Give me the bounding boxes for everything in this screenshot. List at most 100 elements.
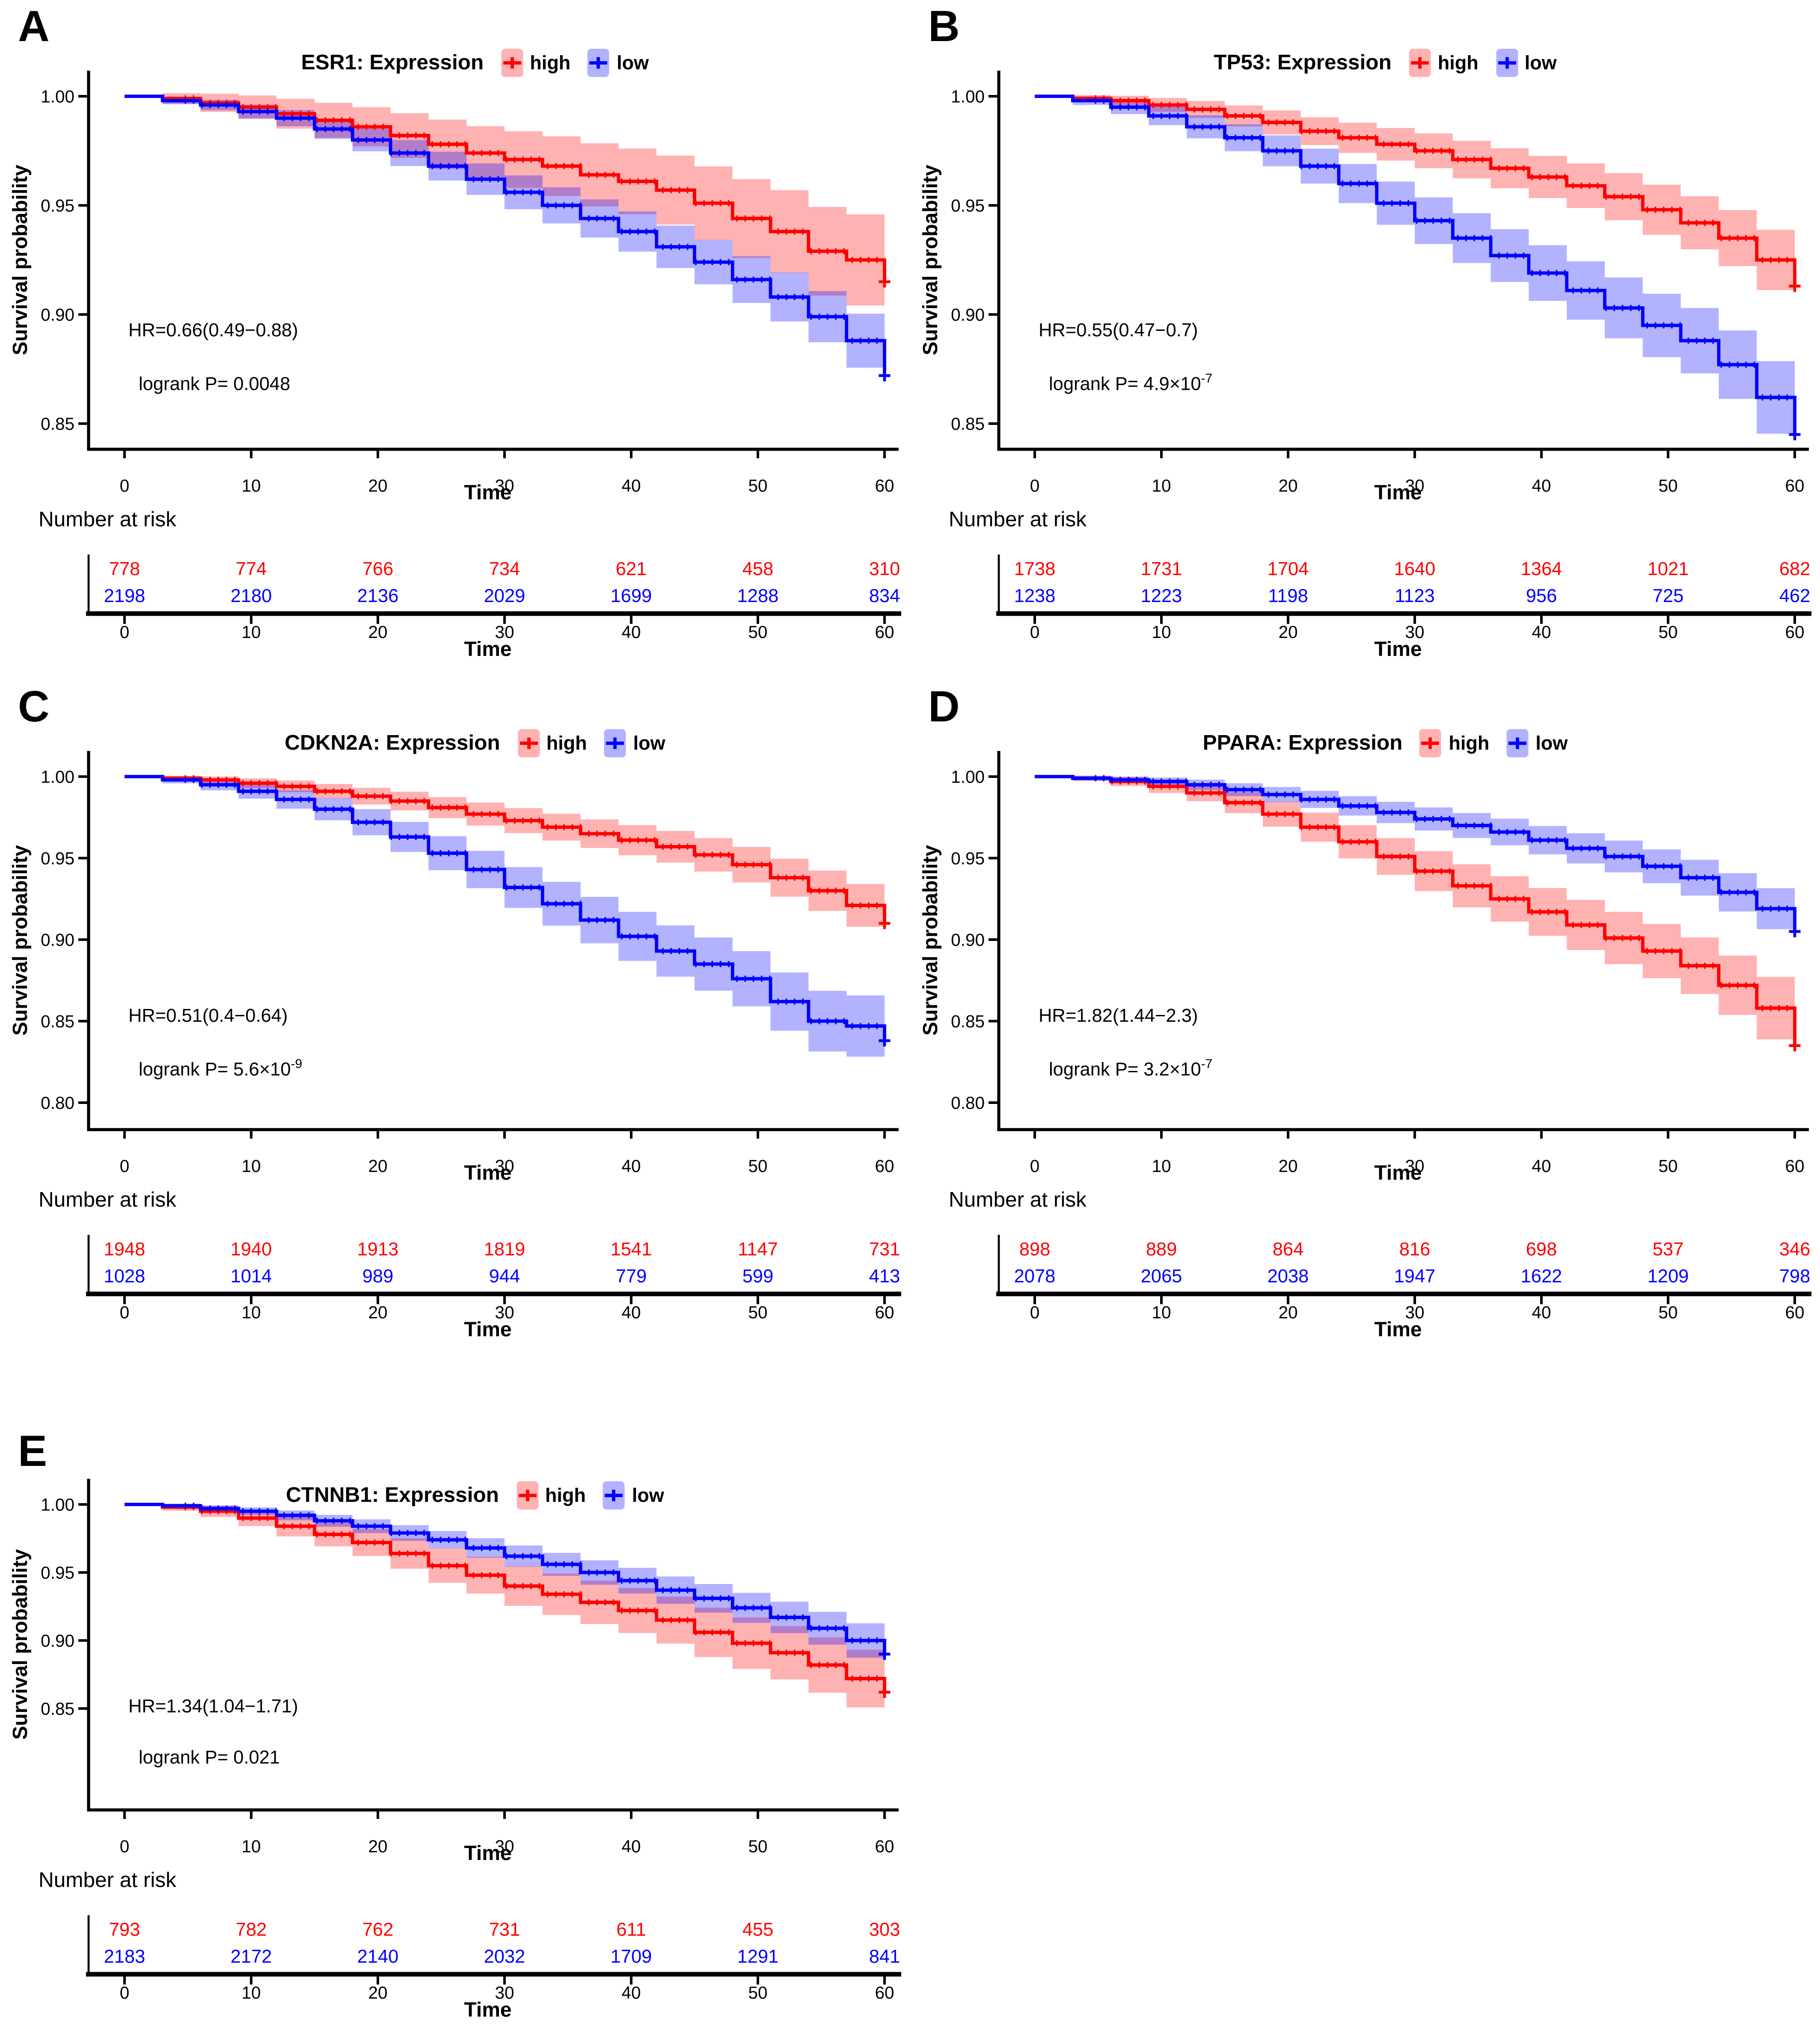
- risk-count: 734: [489, 559, 520, 579]
- risk-tick-label: 40: [621, 1302, 641, 1322]
- logrank-exponent: -7: [1201, 1058, 1213, 1072]
- risk-count: 2065: [1141, 1266, 1182, 1287]
- risk-count: 1622: [1521, 1266, 1562, 1287]
- x-tick-label: 20: [368, 1156, 387, 1176]
- risk-count: 1947: [1394, 1266, 1436, 1287]
- km-panel: B TP53: Expression high low 1.00 0.: [910, 0, 1820, 680]
- x-tick-label: 0: [1030, 476, 1040, 495]
- x-tick-label: 40: [1532, 1156, 1551, 1176]
- censor-marker-low-icon: [1506, 729, 1529, 757]
- legend-label-low: low: [1535, 732, 1568, 754]
- x-axis-title: Time: [464, 1163, 512, 1185]
- risk-tick-label: 0: [120, 1302, 130, 1322]
- risk-count: 766: [362, 559, 394, 579]
- low-censor-ticks: [184, 777, 891, 1047]
- panel-letter: A: [18, 3, 50, 51]
- panel-header: PPARA: Expression high low: [962, 727, 1809, 760]
- risk-count: 1209: [1648, 1266, 1689, 1287]
- legend-label-high: high: [546, 732, 587, 754]
- risk-tick-label: 10: [1152, 622, 1171, 642]
- panel-letter: D: [928, 683, 960, 732]
- risk-tick-label: 60: [875, 622, 894, 642]
- risk-count: 1198: [1268, 586, 1308, 606]
- risk-tick-label: 30: [1405, 622, 1424, 642]
- panel-header: CDKN2A: Expression high low: [51, 727, 899, 760]
- risk-count: 1731: [1141, 559, 1182, 579]
- risk-count: 1940: [231, 1239, 272, 1260]
- risk-tick-label: 0: [1030, 1302, 1040, 1322]
- km-plot: 1.00 0.95 0.90 0.85 0.80 0 10 20 30 40 50 60 898 889 8…: [951, 751, 1811, 1322]
- risk-count: 956: [1526, 586, 1557, 606]
- x-tick-label: 20: [1278, 476, 1297, 495]
- y-axis-title: Survival probability: [10, 1549, 32, 1740]
- risk-count: 1819: [484, 1239, 526, 1260]
- risk-count: 2183: [104, 1946, 145, 1967]
- x-tick-label: 60: [875, 1156, 894, 1176]
- y-tick-label: 0.95: [41, 196, 74, 215]
- x-tick-label: 10: [1152, 476, 1171, 495]
- km-plot: 1.00 0.95 0.90 0.85 0 10 20 30 40 50 60 778 774 766 73…: [41, 71, 901, 642]
- risk-count: 698: [1526, 1239, 1557, 1260]
- high-survival-curve: [1035, 775, 1796, 1046]
- panel-header: ESR1: Expression high low: [51, 46, 899, 80]
- risk-count: 537: [1653, 1239, 1684, 1260]
- risk-tick-label: 0: [1030, 622, 1040, 642]
- x-tick-label: 30: [495, 1836, 514, 1856]
- risk-count: 1640: [1394, 559, 1436, 579]
- risk-tick-label: 50: [1658, 622, 1677, 642]
- low-survival-curve: [1035, 95, 1796, 435]
- x-tick-label: 20: [368, 476, 387, 495]
- risk-x-axis-title: Time: [464, 1320, 512, 1341]
- legend-item-low: low: [603, 1480, 664, 1511]
- y-tick-label: 0.95: [951, 196, 985, 215]
- x-tick-label: 60: [1785, 476, 1804, 495]
- risk-tick-label: 40: [621, 1983, 641, 2002]
- hr-annotation: HR=0.55(0.47−0.7): [1039, 321, 1198, 341]
- risk-table-header: Number at risk: [39, 508, 176, 531]
- censor-marker-high-icon: [516, 1481, 538, 1510]
- legend-label-high: high: [530, 52, 571, 74]
- risk-count: 1364: [1521, 559, 1562, 579]
- logrank-annotation: logrank P= 0.0048: [139, 372, 290, 395]
- risk-tick-label: 40: [621, 622, 641, 642]
- y-tick-label: 0.85: [41, 1012, 74, 1031]
- x-tick-label: 50: [748, 476, 767, 495]
- x-tick-label: 30: [495, 476, 514, 495]
- x-tick-label: 50: [748, 1156, 767, 1176]
- legend-label-low: low: [617, 52, 649, 74]
- y-tick-label: 0.90: [41, 930, 74, 949]
- high-confidence-band: [1035, 775, 1795, 1080]
- hr-annotation: HR=0.66(0.49−0.88): [128, 321, 298, 341]
- risk-tick-label: 60: [875, 1983, 894, 2002]
- risk-count: 864: [1273, 1239, 1304, 1260]
- risk-count: 1291: [737, 1946, 779, 1967]
- risk-count: 2029: [484, 586, 526, 606]
- risk-count: 731: [869, 1239, 900, 1260]
- y-axis-title: Survival probability: [10, 164, 32, 356]
- risk-count: 2198: [104, 586, 145, 606]
- logrank-annotation: logrank P= 4.9×10-7: [1049, 372, 1212, 395]
- legend-item-high: high: [500, 47, 570, 78]
- risk-count: 2032: [484, 1946, 526, 1967]
- km-panel: D PPARA: Expression high low 1.00 0: [910, 680, 1820, 1361]
- risk-count: 725: [1653, 586, 1684, 606]
- risk-count: 1948: [104, 1239, 145, 1260]
- risk-tick-label: 40: [1532, 622, 1551, 642]
- risk-count: 989: [362, 1266, 394, 1287]
- low-censor-ticks: [184, 98, 891, 382]
- legend-item-low: low: [604, 728, 665, 759]
- x-tick-label: 50: [1658, 1156, 1677, 1176]
- risk-count: 1238: [1014, 586, 1056, 606]
- risk-count: 1028: [104, 1266, 145, 1287]
- legend-item-low: low: [1506, 728, 1568, 759]
- y-tick-label: 1.00: [951, 86, 985, 106]
- y-tick-label: 0.80: [41, 1093, 74, 1112]
- risk-count: 458: [742, 559, 774, 579]
- risk-tick-label: 0: [120, 1983, 130, 2002]
- risk-tick-label: 10: [1152, 1302, 1171, 1322]
- risk-tick-label: 30: [495, 622, 514, 642]
- logrank-text: logrank P= 4.9×10: [1049, 374, 1201, 395]
- risk-count: 1709: [611, 1946, 652, 1967]
- risk-count: 346: [1779, 1239, 1811, 1260]
- x-axis-title: Time: [1374, 1163, 1422, 1185]
